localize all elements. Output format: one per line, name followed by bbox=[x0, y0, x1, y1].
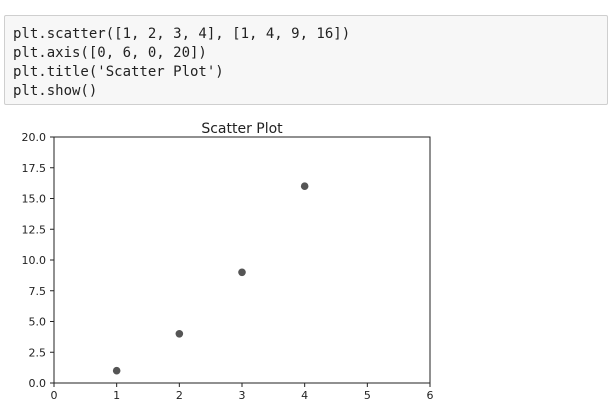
x-axis: 0 1 2 3 4 5 6 bbox=[51, 383, 434, 402]
output-area: Scatter Plot 0 1 2 3 4 5 6 0.0 2.5 5.0 7.5 10.0 12.… bbox=[0, 110, 611, 415]
x-tick-label: 5 bbox=[364, 389, 371, 402]
plot-frame bbox=[53, 136, 431, 384]
y-tick-label: 17.5 bbox=[22, 162, 47, 175]
code-line[interactable]: plt.axis([0, 6, 0, 20]) bbox=[13, 45, 207, 61]
scatter-point bbox=[175, 330, 184, 338]
y-tick-label: 12.5 bbox=[22, 223, 47, 236]
data-points bbox=[112, 182, 309, 375]
chart-title: Scatter Plot bbox=[201, 121, 283, 137]
code-line[interactable]: plt.show() bbox=[13, 83, 98, 99]
x-tick-label: 0 bbox=[51, 389, 58, 402]
y-tick-label: 20.0 bbox=[22, 131, 47, 144]
y-tick-label: 10.0 bbox=[22, 254, 47, 267]
code-line[interactable]: plt.title('Scatter Plot') bbox=[13, 64, 224, 80]
y-tick-label: 7.5 bbox=[29, 285, 47, 298]
y-axis: 0.0 2.5 5.0 7.5 10.0 12.5 15.0 17.5 20.0 bbox=[22, 131, 54, 390]
x-tick-label: 2 bbox=[176, 389, 183, 402]
scatter-point bbox=[238, 268, 246, 277]
code-cell[interactable]: plt.scatter([1, 2, 3, 4], [1, 4, 9, 16])… bbox=[4, 15, 608, 105]
scatter-chart: Scatter Plot 0 1 2 3 4 5 6 0.0 2.5 5.0 7.5 10.0 12.… bbox=[22, 121, 434, 402]
y-tick-label: 5.0 bbox=[29, 316, 47, 329]
x-tick-label: 6 bbox=[427, 389, 434, 402]
x-tick-label: 1 bbox=[113, 389, 120, 402]
y-tick-label: 15.0 bbox=[22, 193, 47, 206]
y-tick-label: 0.0 bbox=[29, 377, 47, 390]
x-tick-label: 4 bbox=[301, 389, 308, 402]
scatter-point bbox=[112, 366, 121, 375]
x-tick-label: 3 bbox=[239, 389, 246, 402]
y-tick-label: 2.5 bbox=[29, 346, 47, 359]
scatter-point bbox=[300, 182, 309, 190]
code-line[interactable]: plt.scatter([1, 2, 3, 4], [1, 4, 9, 16]) bbox=[13, 26, 351, 42]
